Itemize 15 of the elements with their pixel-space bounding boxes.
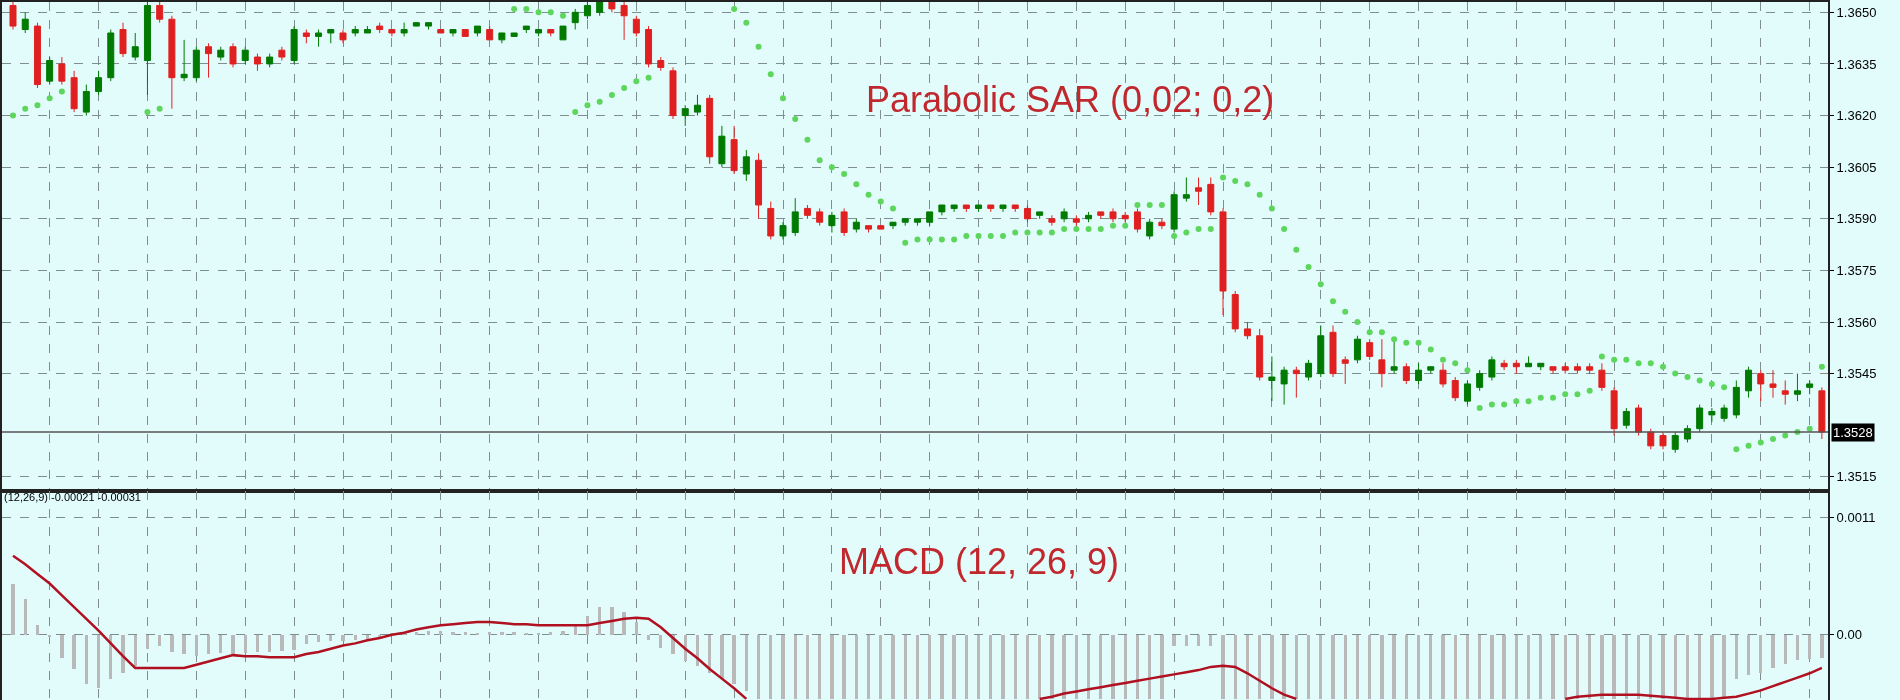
y-tick-label: 1.3560 xyxy=(1836,314,1877,330)
y-tick-label: 1.3605 xyxy=(1836,159,1877,175)
y-tick-label: 1.3650 xyxy=(1836,4,1877,20)
annotation: MACD (12, 26, 9) xyxy=(839,541,1120,582)
annotation: Parabolic SAR (0,02; 0,2) xyxy=(866,79,1275,120)
y-tick-label: 0.00 xyxy=(1836,627,1862,643)
y-tick-label: 1.3620 xyxy=(1836,108,1877,124)
y-tick-label: 0.0011 xyxy=(1836,509,1876,525)
ref-line-label: 1.3528 xyxy=(1833,425,1873,440)
y-tick-label: 1.3575 xyxy=(1836,262,1877,278)
y-tick-label: 1.3635 xyxy=(1836,56,1877,72)
y-tick-label: 1.3590 xyxy=(1836,211,1877,227)
y-tick-label: 1.3545 xyxy=(1836,366,1877,382)
annotation: (12,26,9) -0.00021 -0.00031 xyxy=(4,491,141,503)
y-tick-label: 1.3515 xyxy=(1836,469,1877,485)
